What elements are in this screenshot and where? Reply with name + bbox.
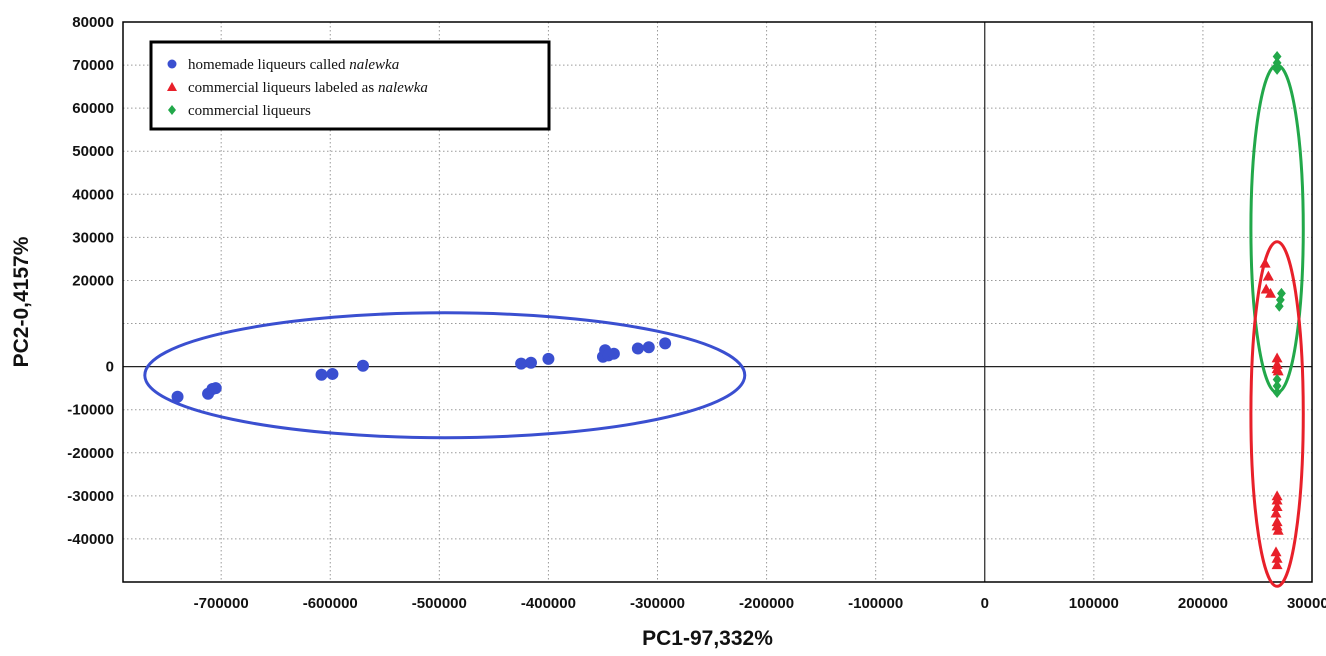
y-tick-label: -10000 (67, 402, 114, 419)
data-point (1271, 501, 1283, 512)
data-point (1271, 352, 1283, 363)
plot-frame (122, 21, 1313, 583)
legend-box (149, 40, 551, 131)
legend-label: homemade liqueurs called nalewka (188, 57, 399, 73)
x-tick-label: -600000 (303, 595, 358, 612)
data-point (171, 390, 184, 403)
y-tick-label: -20000 (67, 445, 114, 462)
legend-marker (167, 82, 177, 91)
data-point (542, 352, 555, 365)
data-point (1260, 283, 1272, 294)
y-tick-label: 40000 (72, 186, 114, 203)
y-tick-label: 30000 (72, 229, 114, 246)
data-point (1272, 57, 1282, 69)
cluster-ellipse (1249, 63, 1305, 394)
x-tick-label: 200000 (1178, 595, 1228, 612)
legend-marker (168, 105, 176, 115)
data-point (631, 342, 644, 355)
data-point (524, 356, 537, 369)
data-point (1272, 380, 1282, 392)
y-tick-label: -40000 (67, 531, 114, 548)
x-tick-label: -700000 (194, 595, 249, 612)
data-point (1277, 287, 1286, 299)
data-point (1271, 559, 1283, 570)
data-point (607, 347, 620, 360)
x-axis-ticks: -700000 -600000 -500000 -400000 -300000 -2000… (194, 595, 1326, 612)
data-point (1271, 552, 1283, 563)
data-point (1272, 374, 1282, 386)
y-tick-label: -30000 (67, 488, 114, 505)
y-tick-label: 0 (106, 359, 114, 376)
data-point (1272, 386, 1282, 398)
data-point (315, 368, 328, 381)
data-points (171, 50, 1286, 570)
data-point (356, 359, 369, 372)
x-tick-label: -100000 (848, 595, 903, 612)
data-point (1272, 50, 1282, 62)
zero-axis-lines (123, 22, 1312, 582)
data-point (1272, 365, 1284, 376)
data-point (642, 341, 655, 354)
data-point (1274, 300, 1284, 312)
x-tick-label: -400000 (521, 595, 576, 612)
legend: homemade liqueurs called nalewka commerci… (149, 40, 551, 131)
data-point (1259, 257, 1271, 268)
data-point (1270, 507, 1282, 518)
y-tick-label: 70000 (72, 57, 114, 74)
data-point (326, 367, 339, 380)
data-point (1271, 494, 1283, 505)
data-point (515, 357, 528, 370)
cluster-ellipse (143, 311, 747, 440)
x-tick-label: 100000 (1069, 595, 1119, 612)
cluster-ellipses (143, 63, 1305, 588)
legend-label: commercial liqueurs labeled as nalewka (188, 80, 428, 96)
y-tick-label: 20000 (72, 272, 114, 289)
data-point (209, 382, 222, 395)
data-point (1272, 524, 1284, 535)
data-point (1275, 294, 1285, 306)
y-axis-ticks: 80000 70000 60000 50000 40000 30000 20000 0 -100… (67, 14, 114, 548)
data-point (1262, 270, 1274, 281)
x-tick-label: -300000 (630, 595, 685, 612)
y-tick-label: 60000 (72, 100, 114, 117)
legend-marker (167, 59, 177, 69)
y-tick-label: 50000 (72, 143, 114, 160)
x-tick-label: 0 (981, 595, 989, 612)
x-tick-label: 300000 (1287, 595, 1326, 612)
x-tick-label: -200000 (739, 595, 794, 612)
data-point (1270, 546, 1282, 557)
x-axis-title: PC1-97,332% (642, 627, 773, 650)
data-point (1272, 63, 1282, 75)
cluster-ellipse (1249, 240, 1305, 588)
y-axis-title: PC2-0,4157% (10, 236, 33, 367)
data-point (659, 337, 672, 350)
legend-label: commercial liqueurs (188, 103, 311, 119)
x-tick-label: -500000 (412, 595, 467, 612)
y-tick-label: 80000 (72, 14, 114, 31)
